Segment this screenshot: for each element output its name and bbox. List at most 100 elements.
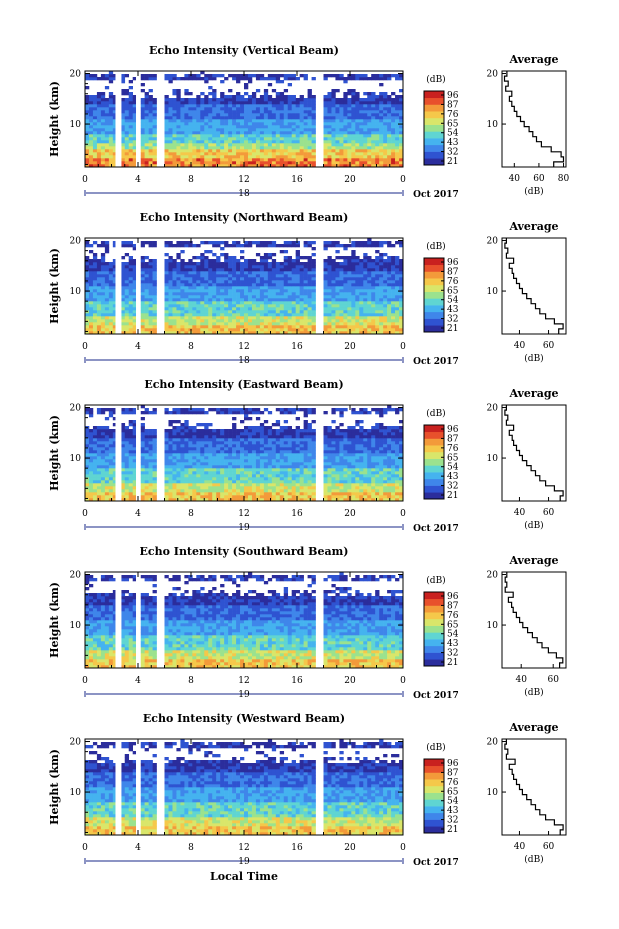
heatmap-cell	[267, 134, 273, 138]
heatmap-cell	[232, 474, 237, 478]
heatmap-cell	[323, 483, 328, 487]
heatmap-cell	[212, 328, 217, 332]
heatmap-cell	[85, 256, 90, 260]
heatmap-cell	[176, 140, 181, 144]
heatmap-cell	[204, 325, 209, 329]
heatmap-cell	[228, 140, 233, 144]
heatmap-cell	[383, 143, 388, 147]
heatmap-cell	[287, 280, 293, 284]
heatmap-cell	[92, 316, 98, 320]
heatmap-cell	[188, 292, 193, 296]
heatmap-cell	[351, 268, 356, 272]
heatmap-cell	[247, 122, 253, 126]
heatmap-cell	[259, 161, 265, 165]
heatmap-cell	[236, 277, 241, 281]
heatmap-cell	[387, 328, 392, 332]
heatmap-cell	[295, 143, 300, 147]
heatmap-cell	[104, 155, 110, 159]
heatmap-cell	[184, 98, 189, 102]
heatmap-cell	[363, 128, 368, 132]
heatmap-cell	[140, 152, 145, 156]
heatmap-cell	[259, 277, 265, 281]
heatmap-cell	[255, 498, 261, 502]
heatmap-cell	[148, 77, 153, 81]
heatmap-cell	[200, 471, 205, 475]
heatmap-cell	[180, 113, 185, 117]
heatmap-cell	[379, 158, 384, 162]
heatmap-cell	[251, 277, 257, 281]
heatmap-cell	[351, 498, 356, 502]
heatmap-cell	[244, 140, 249, 144]
heatmap-cell	[100, 498, 106, 502]
heatmap-cell	[339, 113, 344, 117]
heatmap-cell	[112, 271, 118, 275]
heatmap-cell	[379, 295, 384, 299]
heatmap-cell	[279, 125, 285, 129]
heatmap-cell	[275, 125, 281, 129]
heatmap-cell	[85, 286, 90, 290]
heatmap-cell	[339, 328, 344, 332]
heatmap-cell	[208, 316, 213, 320]
heatmap-cell	[263, 116, 269, 120]
heatmap-cell	[148, 128, 153, 132]
heatmap-cell	[236, 274, 241, 278]
heatmap-cell	[140, 274, 145, 278]
heatmap-cell	[247, 307, 253, 311]
heatmap-cell	[220, 149, 225, 153]
heatmap-cell	[236, 325, 241, 329]
heatmap-cell	[176, 298, 181, 302]
heatmap-cell	[387, 483, 392, 487]
heatmap-cell	[164, 107, 169, 111]
heatmap-cell	[188, 149, 193, 153]
heatmap-cell	[335, 101, 340, 105]
heatmap-cell	[359, 128, 364, 132]
heatmap-cell	[220, 471, 225, 475]
heatmap-cell	[172, 110, 177, 114]
heatmap-cell	[335, 161, 340, 165]
heatmap-cell	[275, 140, 281, 144]
heatmap-cell	[247, 325, 253, 329]
heatmap-cell	[196, 122, 201, 126]
colorbar-swatch	[424, 104, 444, 112]
heatmap-cell	[323, 143, 328, 147]
heatmap-cell	[287, 164, 293, 168]
heatmap-cell	[351, 286, 356, 290]
heatmap-cell	[339, 474, 344, 478]
heatmap-cell	[108, 262, 114, 266]
heatmap-cell	[88, 140, 94, 144]
heatmap-cell	[240, 149, 245, 153]
heatmap-cell	[100, 283, 106, 287]
heatmap-cell	[291, 471, 296, 475]
heatmap-cell	[383, 262, 388, 266]
heatmap-cell	[395, 268, 400, 272]
heatmap-cell	[100, 483, 106, 487]
heatmap-cell	[371, 101, 376, 105]
heatmap-cell	[180, 280, 185, 284]
heatmap-cell	[212, 283, 217, 287]
heatmap-cell	[247, 331, 253, 335]
heatmap-cell	[216, 110, 221, 114]
heatmap-cell	[355, 125, 360, 129]
heatmap-cell	[172, 495, 177, 499]
heatmap-cell	[359, 307, 364, 311]
heatmap-cell	[351, 316, 356, 320]
heatmap-cell	[263, 140, 269, 144]
heatmap-cell	[172, 328, 177, 332]
heatmap-cell	[244, 468, 249, 472]
heatmap-cell	[88, 146, 94, 150]
heatmap-cell	[371, 295, 376, 299]
heatmap-cell	[295, 155, 300, 159]
heatmap-cell	[120, 146, 126, 150]
heatmap-cell	[339, 137, 344, 141]
heatmap-cell	[132, 146, 137, 150]
heatmap-cell	[184, 498, 189, 502]
heatmap-cell	[100, 274, 106, 278]
heatmap-cell	[395, 95, 400, 99]
heatmap-cell	[112, 74, 118, 78]
heatmap-cell	[323, 495, 328, 499]
heatmap-cell	[331, 328, 336, 332]
heatmap-cell	[259, 286, 265, 290]
heatmap-cell	[216, 322, 221, 326]
heatmap-cell	[311, 301, 316, 305]
heatmap-cell	[383, 137, 388, 141]
